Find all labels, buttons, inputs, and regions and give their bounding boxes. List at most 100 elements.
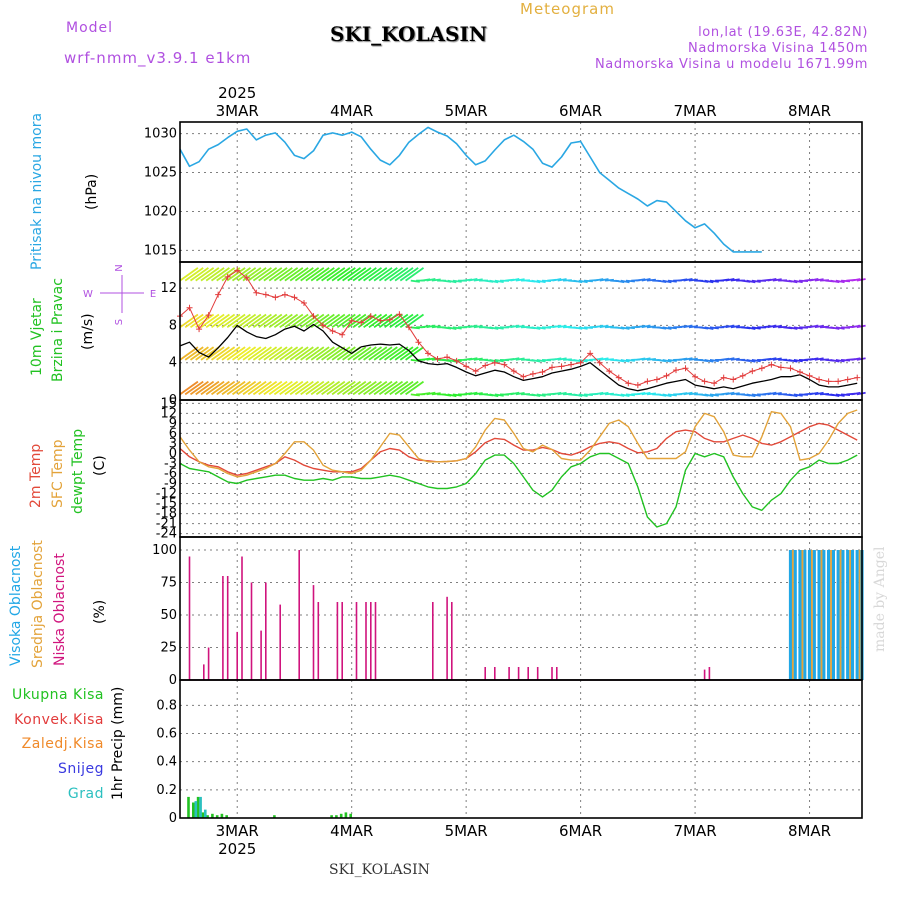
- wind-gust-marker: [463, 363, 470, 370]
- wind-barb: [667, 279, 677, 283]
- cloud-bar: [494, 667, 496, 680]
- wind-barb: [431, 325, 441, 329]
- wind-barb: [814, 357, 824, 361]
- wind-barb: [195, 267, 215, 282]
- cloud-axis-name-1: Visoka Oblacnost: [8, 545, 24, 666]
- wind-barb: [468, 391, 478, 396]
- clouds-tick-label: 25: [160, 641, 177, 656]
- wind-barb: [704, 393, 714, 398]
- wind-barb: [321, 346, 341, 361]
- wind-barb: [510, 278, 520, 282]
- wind-barb: [557, 391, 567, 396]
- wind-barb: [394, 346, 414, 361]
- precip-bar: [273, 815, 276, 818]
- wind-gust-marker: [281, 291, 288, 298]
- wind-barb: [315, 313, 335, 329]
- wind-gust-marker: [606, 368, 613, 375]
- cloud-bar: [839, 550, 842, 680]
- wind-barb: [557, 324, 567, 329]
- cloud-bar: [250, 582, 253, 680]
- wind-barb: [300, 380, 320, 396]
- wind-barb: [399, 313, 419, 329]
- wind-barb: [573, 279, 583, 284]
- wind-tick-label: 0: [169, 393, 177, 408]
- wind-gust-marker: [596, 359, 603, 366]
- wind-barb: [830, 393, 840, 397]
- cloud-bar: [336, 602, 339, 680]
- wind-gust-marker: [310, 313, 317, 320]
- wind-barb: [279, 267, 299, 282]
- wind-barb: [431, 392, 441, 396]
- wind-gust-marker: [529, 370, 536, 377]
- wind-barb: [373, 380, 393, 396]
- cloud-bar: [703, 669, 706, 680]
- wind-barb: [210, 380, 230, 396]
- wind-axis-name-2: Brzina i Pravac: [50, 278, 66, 382]
- wind-barb: [772, 357, 782, 361]
- temperature-tick-label: -24: [156, 527, 177, 542]
- wind-gust-marker: [758, 365, 765, 372]
- wind-barb: [620, 279, 630, 284]
- wind-gust-marker: [539, 369, 546, 376]
- precip-bar: [344, 812, 348, 818]
- wind-barb: [294, 380, 314, 396]
- wind-barb: [851, 278, 861, 282]
- wind-barb: [226, 380, 246, 396]
- wind-gust-marker: [615, 374, 622, 381]
- wind-barb: [599, 391, 609, 396]
- wind-gust-marker: [415, 339, 422, 346]
- wind-barb: [352, 346, 372, 361]
- wind-gust-marker: [262, 291, 269, 298]
- precip-bar: [330, 815, 333, 818]
- wind-gust-marker: [701, 378, 708, 385]
- wind-barb: [294, 346, 314, 361]
- wind-barb: [515, 392, 525, 396]
- temperature-tick-label: -12: [156, 487, 177, 502]
- wind-barb: [268, 346, 288, 361]
- wind-barb: [189, 380, 209, 396]
- wind-barb: [300, 313, 320, 329]
- precip-bar: [339, 813, 343, 818]
- wind-gust-marker: [730, 376, 737, 383]
- wind-barb: [615, 393, 625, 397]
- wind-gust-marker: [482, 362, 489, 369]
- wind-barb: [231, 313, 251, 329]
- wind-barb: [205, 346, 225, 361]
- temperature-tick-label: -3: [164, 456, 177, 471]
- wind-barb: [305, 267, 325, 282]
- wind-speed-line: [179, 323, 858, 392]
- wind-barb: [473, 357, 483, 361]
- wind-barb: [410, 393, 420, 397]
- wind-barb: [252, 380, 272, 396]
- cloud-bar: [508, 667, 510, 680]
- wind-barb: [310, 380, 330, 396]
- wind-gust-marker: [777, 364, 784, 371]
- wind-gust-marker: [520, 373, 527, 380]
- wind-barb: [683, 324, 693, 329]
- wind-barb: [300, 267, 320, 282]
- footer-title: SKI_KOLASIN: [329, 862, 430, 878]
- wind-barb: [751, 279, 761, 283]
- wind-barb: [273, 346, 293, 361]
- wind-barb: [331, 380, 351, 396]
- wind-barb: [336, 313, 356, 329]
- wind-gust-marker: [806, 372, 813, 379]
- wind-barb: [389, 313, 409, 329]
- cloud-bar: [432, 602, 434, 680]
- wind-gust-marker: [682, 365, 689, 372]
- wind-barb: [851, 357, 861, 361]
- wind-barb: [515, 324, 525, 329]
- wind-barb: [751, 393, 761, 397]
- pressure-axis-unit: (hPa): [84, 173, 100, 210]
- wind-barb: [494, 359, 504, 363]
- wind-barb: [252, 313, 272, 329]
- wind-barb: [688, 278, 698, 282]
- coords-label: lon,lat (19.63E, 42.82N): [698, 25, 868, 40]
- wind-barb: [835, 359, 845, 363]
- cloud-bar: [536, 667, 539, 680]
- wind-barb: [835, 393, 845, 397]
- precip-bar: [211, 813, 214, 818]
- wind-barb: [646, 325, 656, 329]
- wind-barb: [730, 278, 740, 282]
